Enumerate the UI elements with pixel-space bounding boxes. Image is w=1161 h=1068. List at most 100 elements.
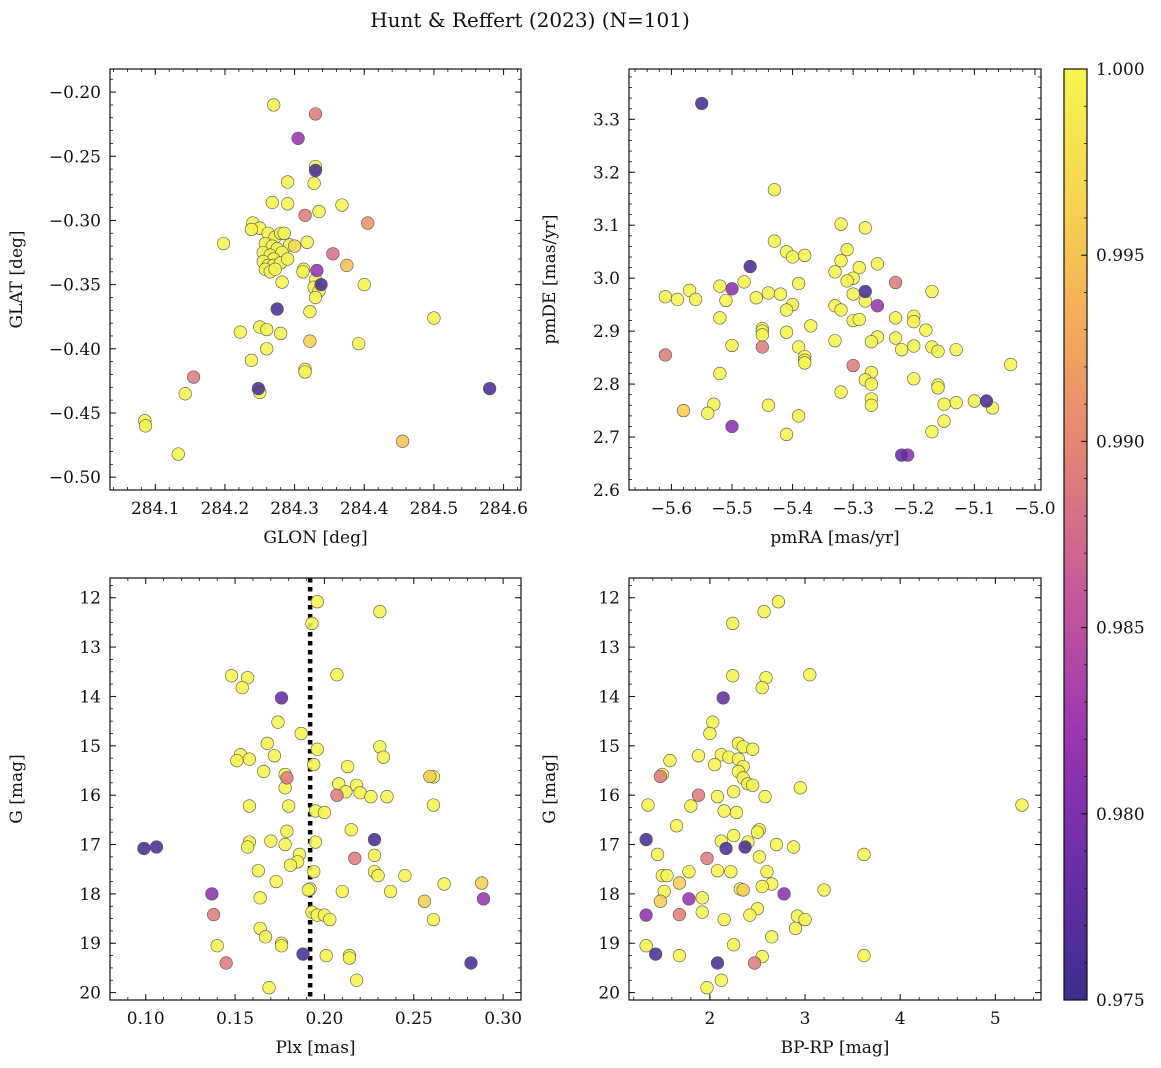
scatter-point	[834, 385, 848, 399]
scatter-point	[186, 370, 201, 384]
scatter-point	[689, 292, 703, 306]
scatter-point	[670, 292, 685, 306]
x-tick-label: −5.4	[772, 499, 813, 519]
scatter-point	[788, 921, 803, 936]
scatter-point	[267, 749, 282, 763]
scatter-point	[380, 790, 394, 804]
scatter-point	[301, 883, 315, 897]
scatter-point	[727, 785, 741, 799]
y-tick-label: −0.40	[49, 340, 101, 360]
scatter-point	[281, 252, 295, 266]
scatter-point	[262, 981, 276, 995]
scatter-point	[700, 981, 714, 995]
x-tick-label: 0.25	[395, 1009, 433, 1029]
scatter-point	[271, 715, 285, 729]
scatter-point	[277, 226, 291, 240]
scatter-point	[834, 254, 848, 268]
scatter-point	[907, 315, 921, 329]
scatter-point	[804, 319, 818, 333]
y-axis-label: G [mag]	[7, 754, 27, 823]
scatter-point	[253, 891, 267, 905]
y-tick-label: 3.2	[593, 163, 620, 183]
y-tick-label: 18	[598, 885, 620, 905]
scatter-point	[305, 616, 319, 631]
scatter-point	[798, 912, 812, 927]
scatter-point	[280, 824, 294, 838]
x-axis-label: BP-RP [mag]	[781, 1038, 890, 1058]
panel-glon-glat: 284.1 284.2 284.3 284.4 284.5 284.6 −0.20 −0.25…	[7, 68, 528, 548]
y-tick-label: −0.45	[49, 404, 101, 424]
scatter-point	[907, 372, 921, 386]
scatter-point	[274, 939, 289, 953]
scatter-point	[701, 406, 715, 420]
scatter-point	[726, 669, 740, 683]
y-tick-label: 16	[79, 786, 101, 806]
scatter-point	[303, 334, 317, 348]
x-tick-label: 284.4	[340, 499, 389, 519]
scatter-point	[757, 604, 771, 619]
scatter-point	[700, 851, 714, 865]
scatter-point	[283, 858, 298, 872]
scatter-point	[149, 840, 164, 854]
x-tick-label: 284.6	[479, 499, 528, 519]
scatter-point	[1015, 798, 1029, 812]
scatter-point	[672, 908, 687, 922]
scatter-point	[288, 239, 302, 253]
scatter-point	[341, 759, 355, 774]
scatter-point	[308, 163, 323, 177]
scatter-point	[738, 840, 752, 854]
scatter-point	[280, 771, 294, 785]
scatter-point	[251, 864, 265, 878]
scatter-point	[298, 208, 312, 222]
scatter-point	[925, 284, 939, 299]
y-axis-label: G [mag]	[540, 754, 560, 823]
x-tick-label: 2	[704, 1009, 715, 1029]
scatter-point	[755, 879, 769, 894]
scatter-point	[330, 788, 344, 802]
scatter-point	[1004, 357, 1018, 372]
scatter-point	[785, 250, 800, 264]
scatter-point	[846, 287, 860, 301]
scatter-point	[746, 742, 760, 756]
scatter-point	[219, 956, 233, 970]
scatter-point	[281, 175, 295, 189]
scatter-point	[817, 883, 831, 897]
scatter-point	[864, 377, 878, 391]
scatter-point	[294, 726, 308, 741]
x-tick-label: 4	[895, 1009, 906, 1029]
scatter-point	[383, 884, 398, 899]
scatter-point	[137, 841, 151, 856]
scatter-point	[367, 832, 382, 847]
scatter-point	[207, 908, 221, 922]
y-tick-label: 3.0	[593, 269, 620, 289]
scatter-point	[323, 912, 337, 927]
scatter-point	[426, 798, 441, 812]
scatter-point	[736, 883, 750, 897]
y-tick-label: 2.9	[593, 322, 620, 342]
scatter-point	[307, 757, 321, 772]
scatter-point	[274, 326, 288, 341]
x-tick-label: −5.2	[893, 499, 934, 519]
y-tick-label: 15	[79, 737, 101, 757]
scatter-point	[727, 938, 741, 952]
panel-plx-g: 0.10 0.15 0.20 0.25 0.30 12 13 14 15 16 17 18 19 20 Pl…	[7, 577, 522, 1058]
scatter-point	[307, 865, 321, 879]
y-tick-label: 17	[79, 836, 101, 856]
scatter-point	[779, 303, 794, 317]
scatter-point	[682, 892, 696, 906]
scatter-point	[308, 835, 323, 849]
scatter-point	[257, 764, 271, 779]
figure-title: Hunt & Reffert (2023) (N=101)	[370, 8, 690, 32]
scatter-point	[335, 198, 349, 212]
scatter-point	[792, 276, 806, 291]
scatter-point	[840, 242, 854, 257]
y-tick-label: 13	[598, 638, 620, 658]
scatter-point	[919, 323, 933, 337]
scatter-point	[663, 754, 677, 768]
scatter-point	[371, 869, 385, 883]
scatter-point	[937, 397, 951, 411]
scatter-point	[244, 222, 259, 237]
x-tick-label: −5.3	[833, 499, 874, 519]
scatter-point	[426, 912, 441, 927]
scatter-point	[684, 799, 698, 813]
